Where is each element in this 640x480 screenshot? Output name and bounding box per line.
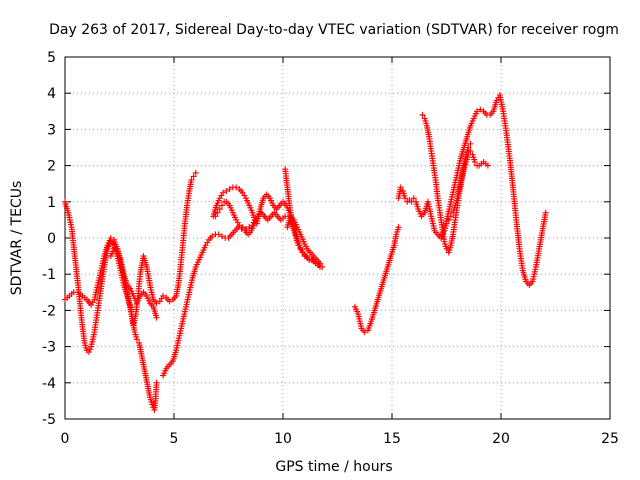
data-point [160, 292, 167, 299]
y-tick-label: -3 [42, 340, 56, 356]
data-point [397, 184, 404, 191]
y-tick-label: 3 [47, 122, 56, 138]
data-point [443, 220, 450, 227]
data-point [467, 140, 474, 147]
data-point [395, 224, 402, 231]
data-point [246, 224, 253, 231]
data-points [62, 92, 549, 413]
data-point [166, 298, 173, 305]
y-tick-label: -2 [42, 303, 56, 319]
y-tick-label: 0 [47, 231, 56, 247]
x-tick-label: 5 [170, 431, 179, 447]
x-tick-label: 15 [383, 431, 401, 447]
data-point [303, 253, 310, 260]
data-point [215, 231, 222, 238]
x-tick-label: 25 [601, 431, 619, 447]
chart-title: Day 263 of 2017, Sidereal Day-to-day VTE… [49, 22, 619, 38]
y-tick-label: 1 [47, 195, 56, 211]
data-point [299, 249, 306, 256]
data-point [233, 184, 240, 191]
data-point [542, 209, 549, 216]
data-point [239, 224, 246, 231]
data-point [133, 336, 140, 343]
data-point [249, 222, 256, 229]
data-point [361, 329, 368, 336]
data-point [251, 216, 258, 223]
axis-ticks [64, 56, 611, 420]
y-tick-label: -1 [42, 267, 56, 283]
data-point [220, 189, 227, 196]
data-point [477, 106, 484, 113]
y-axis-label: SDTVAR / TECUs [9, 181, 25, 296]
y-tick-label: -5 [42, 412, 56, 428]
data-point [474, 108, 481, 115]
data-point [221, 198, 228, 205]
data-point [85, 349, 92, 356]
data-point [242, 225, 249, 232]
x-tick-labels: 0 5 10 15 20 25 [61, 431, 619, 447]
data-point [282, 213, 289, 220]
data-point [317, 260, 324, 267]
data-point [295, 242, 302, 249]
x-tick-label: 20 [492, 431, 510, 447]
data-point [250, 219, 257, 226]
x-tick-label: 10 [274, 431, 292, 447]
data-point [218, 202, 225, 209]
y-tick-label: 2 [47, 159, 56, 175]
data-point [153, 314, 160, 321]
data-point [153, 379, 160, 386]
data-point [153, 300, 160, 307]
data-point [410, 195, 417, 202]
data-point [188, 177, 195, 184]
data-point [218, 233, 225, 240]
data-point [107, 235, 114, 241]
gridlines [65, 57, 610, 419]
data-point [445, 216, 452, 223]
data-point [419, 111, 426, 118]
y-tick-label: 5 [47, 50, 56, 66]
data-point [484, 162, 491, 169]
y-tick-label: -4 [42, 376, 56, 392]
data-point [471, 158, 478, 165]
data-point [467, 148, 474, 155]
data-point [223, 187, 230, 194]
data-point [226, 186, 233, 193]
data-point [87, 346, 94, 353]
data-point [447, 213, 454, 220]
y-tick-labels: -5 -4 -3 -2 -1 0 1 2 3 4 5 [42, 50, 56, 428]
data-point [209, 233, 216, 240]
data-point [192, 169, 199, 176]
data-point [149, 401, 156, 408]
data-point [216, 206, 223, 213]
data-point [212, 213, 219, 220]
data-point [402, 195, 409, 202]
data-point [465, 144, 472, 151]
data-point [297, 245, 304, 252]
y-tick-label: 4 [47, 86, 56, 102]
x-axis-label: GPS time / hours [275, 459, 392, 475]
data-point [443, 245, 450, 252]
data-point [214, 209, 221, 216]
data-point [190, 173, 197, 180]
x-tick-label: 0 [61, 431, 70, 447]
